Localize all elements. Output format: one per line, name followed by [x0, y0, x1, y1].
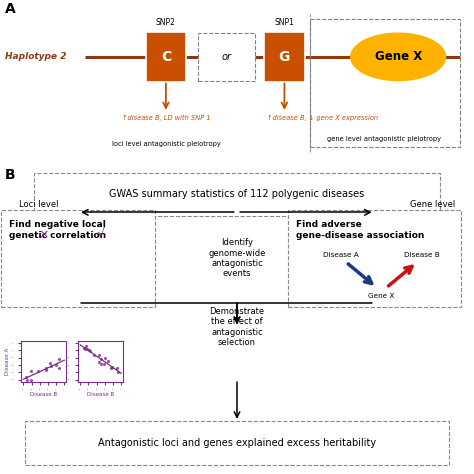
X-axis label: Disease B: Disease B [87, 392, 114, 397]
FancyBboxPatch shape [1, 210, 155, 307]
Point [108, 363, 116, 371]
Text: loci level antagonistic pleiotropy: loci level antagonistic pleiotropy [111, 141, 220, 147]
Text: B: B [5, 168, 15, 182]
Text: SNP1: SNP1 [274, 18, 294, 27]
Text: G: G [279, 50, 290, 64]
Point [104, 357, 111, 365]
Point [80, 344, 88, 351]
Text: Demonstrate
the effect of
antagonistic
selection: Demonstrate the effect of antagonistic s… [210, 307, 264, 347]
Point [82, 342, 90, 350]
Point [95, 358, 102, 365]
FancyBboxPatch shape [25, 421, 449, 465]
Point [27, 376, 35, 384]
Point [35, 367, 42, 375]
Point [81, 345, 89, 353]
Text: SNP2: SNP2 [156, 18, 176, 27]
Ellipse shape [351, 33, 446, 81]
Text: Identify
genome-wide
antagonistic
events: Identify genome-wide antagonistic events [208, 238, 266, 278]
Text: Gene X: Gene X [368, 293, 395, 299]
Point [55, 356, 62, 363]
X-axis label: Disease B: Disease B [30, 392, 57, 397]
FancyBboxPatch shape [146, 32, 186, 82]
Point [100, 360, 108, 368]
Point [113, 365, 121, 372]
Text: genetic correlation: genetic correlation [9, 231, 107, 240]
Point [101, 354, 109, 362]
Text: or: or [221, 52, 232, 62]
Point [47, 363, 55, 370]
Point [52, 361, 59, 369]
Text: Loci level: Loci level [19, 200, 58, 209]
Text: GWAS summary statistics of 112 polygenic diseases: GWAS summary statistics of 112 polygenic… [109, 189, 365, 200]
Point [22, 374, 30, 381]
Point [43, 365, 50, 372]
Text: Find adverse: Find adverse [296, 220, 362, 229]
Point [97, 355, 104, 363]
Text: ×: × [38, 228, 49, 241]
FancyBboxPatch shape [264, 32, 305, 82]
Point [43, 367, 50, 374]
FancyBboxPatch shape [198, 33, 255, 81]
Text: C: C [161, 50, 171, 64]
Point [46, 359, 54, 367]
Point [90, 351, 97, 359]
Text: gene level antagonistic pleiotropy: gene level antagonistic pleiotropy [327, 136, 441, 142]
Text: Gene X: Gene X [374, 50, 422, 64]
Point [24, 376, 31, 384]
Y-axis label: Disease A: Disease A [5, 348, 10, 375]
Point [98, 360, 105, 368]
Point [55, 364, 63, 372]
Point [86, 347, 93, 355]
FancyBboxPatch shape [288, 210, 461, 307]
Text: ↑disease B, LD with SNP 1: ↑disease B, LD with SNP 1 [122, 115, 210, 121]
FancyBboxPatch shape [34, 173, 440, 216]
Text: Haplotype 2: Haplotype 2 [5, 53, 66, 61]
Point [95, 351, 103, 358]
Point [85, 346, 92, 354]
Text: Antagonistic loci and genes explained excess heritability: Antagonistic loci and genes explained ex… [98, 438, 376, 448]
Text: Find negative local: Find negative local [9, 220, 106, 229]
Text: √: √ [97, 228, 105, 241]
Point [83, 345, 91, 353]
Text: A: A [5, 2, 16, 17]
Text: Disease A: Disease A [323, 252, 359, 258]
Point [27, 367, 35, 374]
Text: Gene level: Gene level [410, 200, 455, 209]
Text: ↑disease B, ↓ gene X expression: ↑disease B, ↓ gene X expression [267, 115, 378, 121]
Point [108, 364, 115, 372]
Text: gene-disease association: gene-disease association [296, 231, 425, 240]
Text: Disease B: Disease B [404, 252, 440, 258]
Point [114, 368, 122, 376]
